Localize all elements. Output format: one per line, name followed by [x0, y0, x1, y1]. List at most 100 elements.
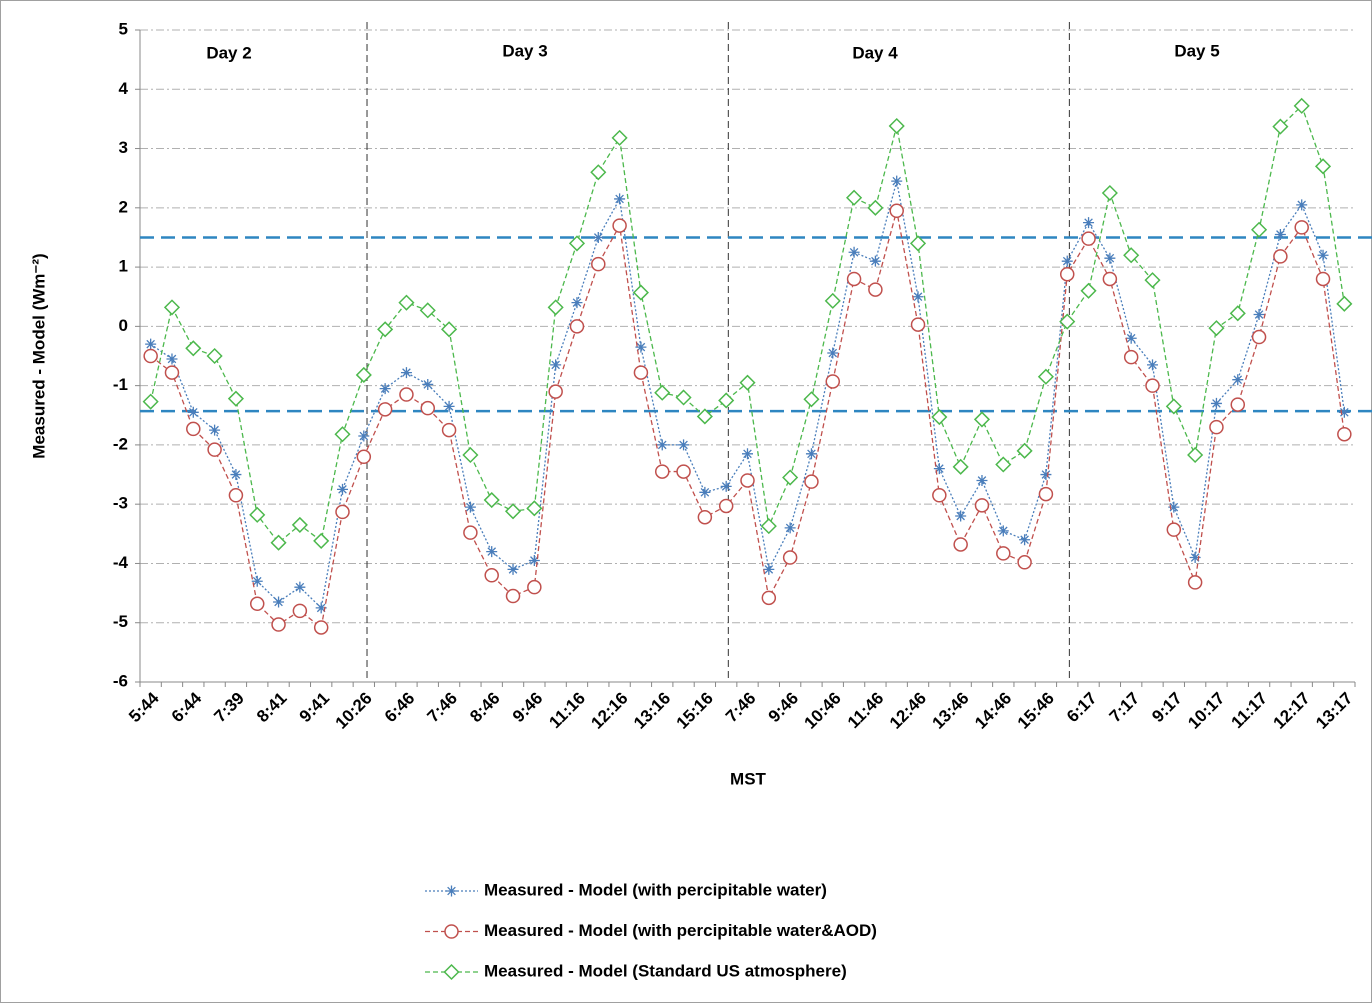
marker-diamond — [270, 534, 287, 551]
marker-star — [507, 563, 519, 575]
marker-star — [1189, 552, 1201, 564]
marker-circle — [399, 387, 414, 402]
y-tick-label: 4 — [119, 79, 129, 98]
marker-star — [294, 581, 306, 593]
marker-diamond — [1123, 247, 1140, 264]
marker-diamond — [760, 518, 777, 535]
marker-diamond — [824, 292, 841, 309]
marker-circle — [676, 464, 691, 479]
marker-diamond — [1293, 97, 1310, 114]
marker-diamond — [931, 408, 948, 426]
legend-label: Measured - Model (with percipitable wate… — [484, 921, 877, 940]
marker-circle — [825, 374, 841, 389]
marker-diamond — [696, 408, 713, 425]
marker-diamond — [206, 347, 223, 365]
marker-diamond — [952, 458, 969, 475]
marker-circle — [910, 317, 926, 332]
marker-diamond — [142, 393, 159, 410]
marker-circle — [846, 271, 862, 287]
marker-diamond — [441, 321, 458, 338]
marker-diamond — [462, 446, 479, 464]
marker-diamond — [249, 506, 266, 523]
marker-diamond — [846, 189, 863, 206]
marker-star — [230, 469, 242, 481]
marker-circle — [1166, 522, 1182, 537]
marker-star — [422, 378, 434, 390]
marker-diamond — [1229, 305, 1246, 322]
day-label: Day 5 — [1174, 41, 1219, 60]
y-tick-label: -5 — [113, 612, 128, 631]
marker-diamond — [1208, 320, 1225, 337]
marker-diamond — [547, 299, 564, 316]
marker-star — [443, 400, 455, 412]
legend-marker — [446, 885, 457, 897]
y-tick-label: -4 — [113, 553, 129, 572]
marker-star — [1317, 249, 1329, 261]
marker-circle — [953, 537, 968, 552]
marker-circle — [569, 319, 585, 334]
marker-diamond — [185, 340, 202, 357]
marker-diamond — [1251, 221, 1268, 238]
marker-star — [869, 255, 881, 267]
marker-star — [1296, 199, 1308, 211]
marker-diamond — [504, 503, 522, 520]
marker-star — [1253, 309, 1265, 321]
y-tick-label: 0 — [119, 316, 128, 335]
marker-diamond — [1016, 442, 1033, 459]
marker-circle — [463, 525, 478, 540]
marker-star — [145, 338, 157, 350]
marker-circle — [1081, 231, 1096, 246]
marker-circle — [548, 384, 563, 399]
day-label: Day 4 — [852, 43, 898, 62]
marker-circle — [527, 579, 542, 595]
marker-circle — [1123, 349, 1139, 365]
marker-star — [699, 486, 711, 498]
marker-diamond — [163, 299, 181, 316]
marker-diamond — [1080, 282, 1097, 299]
marker-circle — [697, 509, 713, 525]
marker-circle — [1273, 249, 1288, 264]
marker-star — [891, 175, 903, 187]
marker-star — [486, 546, 498, 558]
marker-diamond — [227, 390, 244, 407]
marker-circle — [313, 620, 329, 635]
marker-diamond — [313, 532, 330, 549]
y-tick-label: -3 — [113, 494, 128, 513]
y-axis-label: Measured - Model (Wm⁻²) — [29, 253, 48, 458]
marker-circle — [228, 488, 244, 503]
marker-diamond — [355, 366, 372, 384]
marker-diamond — [568, 235, 586, 252]
marker-star — [614, 193, 626, 205]
marker-star — [379, 383, 391, 395]
marker-circle — [1337, 426, 1352, 442]
marker-diamond — [526, 500, 543, 517]
marker-star — [464, 501, 476, 513]
marker-circle — [207, 442, 222, 457]
marker-circle — [932, 488, 947, 503]
marker-diamond — [1059, 313, 1076, 330]
marker-diamond — [675, 389, 692, 406]
marker-diamond — [632, 284, 649, 301]
marker-circle — [186, 421, 201, 437]
marker-star — [1147, 359, 1158, 371]
marker-star — [976, 474, 988, 486]
marker-diamond — [888, 117, 905, 135]
marker-star — [1061, 255, 1073, 267]
marker-diamond — [973, 411, 991, 428]
y-tick-label: 2 — [119, 197, 128, 216]
marker-circle — [484, 568, 499, 583]
marker-circle — [889, 203, 904, 219]
marker-star — [251, 575, 263, 587]
marker-star — [827, 347, 839, 359]
marker-circle — [164, 365, 180, 380]
marker-circle — [441, 422, 457, 438]
marker-star — [571, 297, 583, 309]
marker-star — [1104, 252, 1116, 264]
marker-star — [1125, 332, 1137, 344]
marker-star — [273, 596, 285, 608]
y-tick-label: -6 — [113, 671, 128, 690]
marker-diamond — [1336, 295, 1353, 312]
series-line — [150, 210, 1345, 629]
marker-circle — [356, 449, 372, 465]
